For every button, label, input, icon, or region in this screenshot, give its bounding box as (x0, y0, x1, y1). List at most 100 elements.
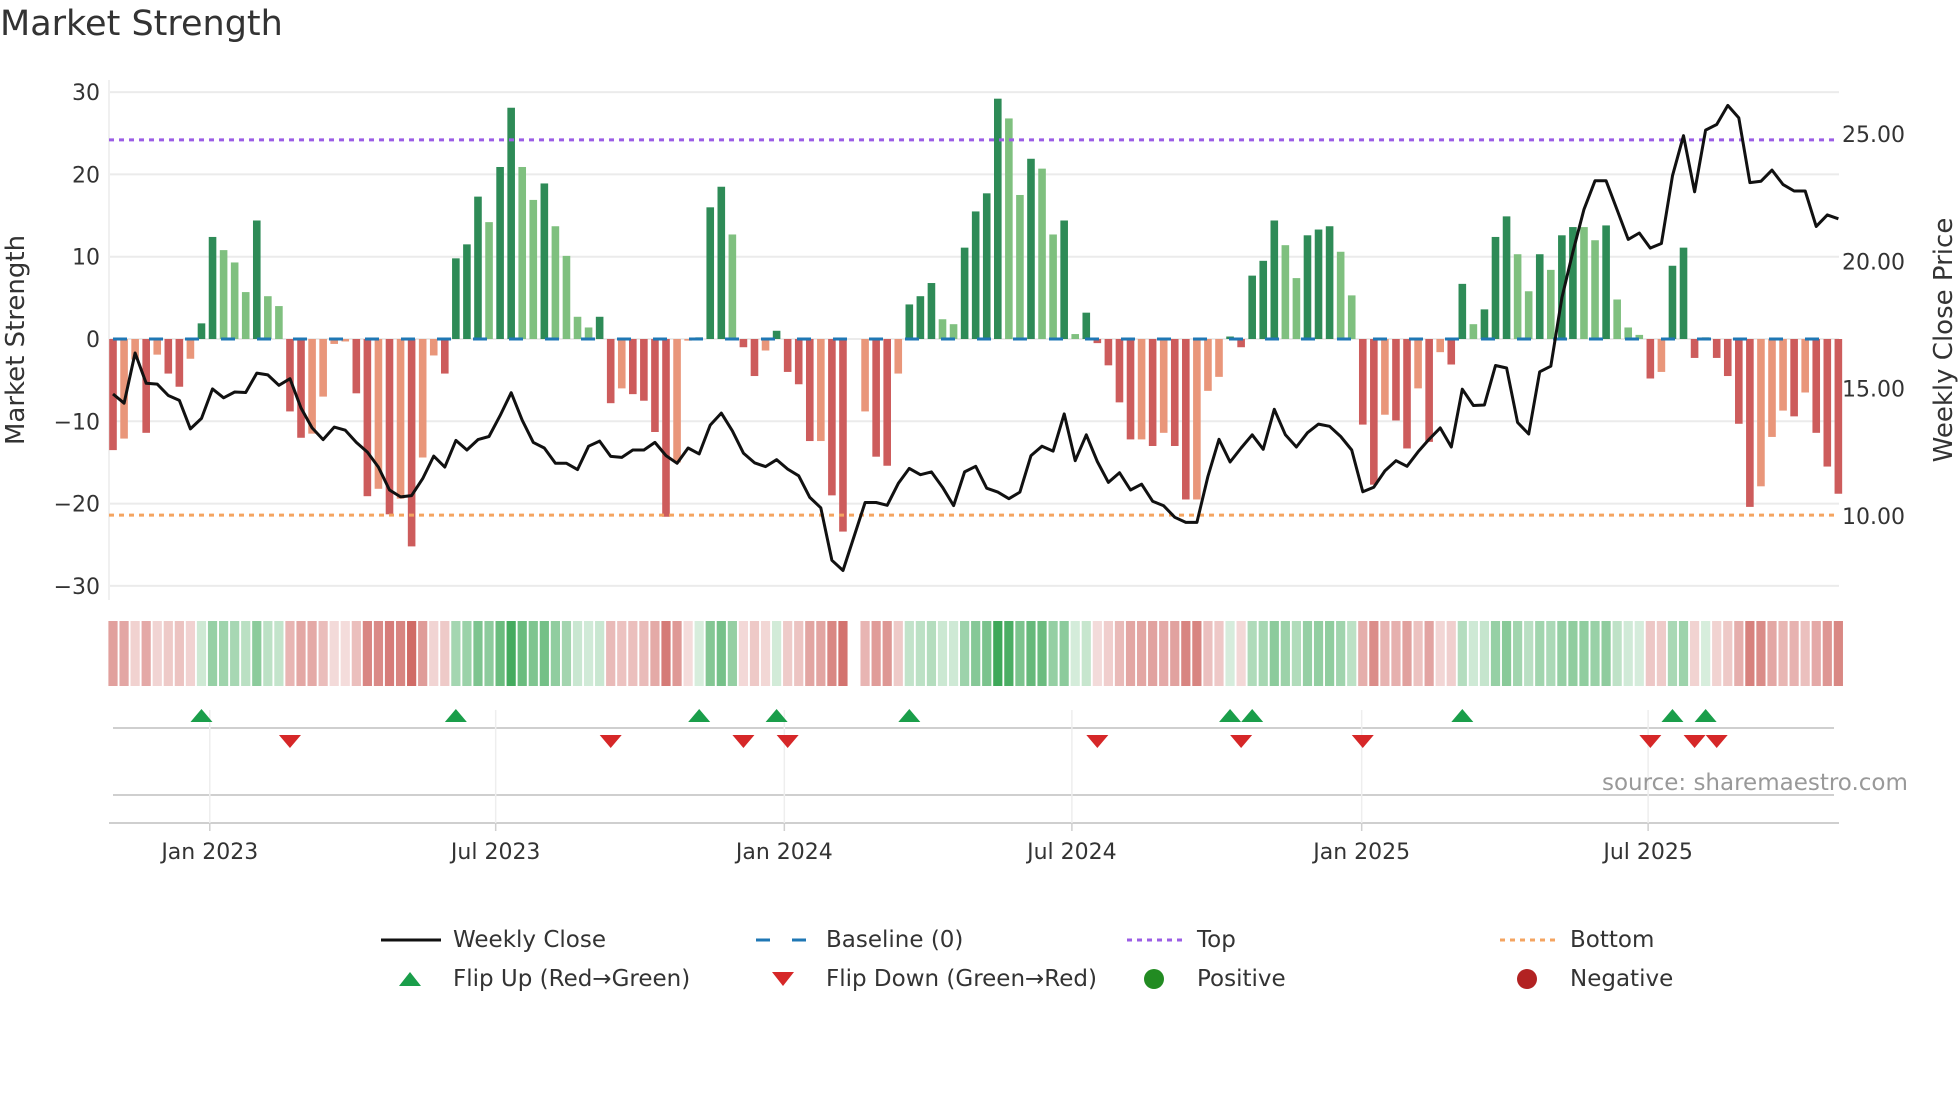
strength-heat-cell (926, 621, 937, 686)
chart-title: Market Strength (0, 4, 283, 44)
negative-bar (1370, 339, 1378, 485)
positive-bar (916, 296, 925, 339)
positive-bar (1038, 168, 1046, 339)
strength-heat-cell (1568, 621, 1578, 686)
strength-heat-cell (1756, 621, 1766, 686)
y-tick-label: 10 (72, 246, 100, 271)
positive-bar (584, 327, 593, 339)
negative-bar (1182, 339, 1190, 500)
y-tick-label: −20 (54, 493, 100, 518)
strength-heat-cell (174, 621, 184, 686)
positive-bar (1016, 194, 1024, 339)
strength-heat-cell (772, 621, 782, 686)
strength-heat-cell (1092, 621, 1102, 686)
y-tick-label: 30 (72, 81, 100, 106)
positive-bar (1624, 327, 1633, 339)
strength-heat-cell (1225, 621, 1235, 686)
strength-heat-cell (407, 621, 417, 686)
x-tick-label: Jan 2025 (1311, 840, 1410, 865)
positive-bar (518, 166, 527, 339)
legend-item-negative: Negative (1498, 964, 1673, 994)
positive-bar (1513, 254, 1522, 339)
negative-bar (783, 339, 792, 372)
strength-heat-cell (1170, 621, 1180, 686)
negative-bar (1834, 339, 1843, 494)
positive-bar (982, 193, 991, 339)
y2-tick-label: 15.00 (1842, 378, 1905, 403)
strength-heat-cell (329, 621, 339, 686)
strength-heat-cell (1833, 621, 1843, 686)
strength-heat-cell (683, 621, 693, 686)
strength-heat-cell (583, 621, 594, 686)
y-tick-label: −30 (54, 575, 100, 600)
positive-bar (1547, 269, 1555, 339)
positive-bar (208, 236, 217, 339)
x-tick-label: Jul 2023 (449, 840, 541, 865)
positive-bar (540, 183, 549, 339)
negative-bar (319, 339, 327, 397)
negative-bar (1735, 339, 1743, 424)
strength-heat-cell (1402, 621, 1412, 686)
negative-bar (153, 339, 162, 355)
positive-bar (1292, 278, 1301, 339)
strength-heat-cell (1678, 621, 1689, 686)
strength-heat-cell (1302, 621, 1313, 686)
strength-heat-cell (1479, 621, 1490, 686)
positive-bar (1524, 291, 1533, 339)
negative-bar (794, 339, 803, 385)
positive-bar (1248, 275, 1256, 339)
positive-bar (1049, 234, 1057, 339)
positive-bar (1535, 254, 1544, 339)
positive-bar (938, 319, 947, 339)
y2-tick-label: 25.00 (1842, 123, 1905, 148)
flip-up-marker (1219, 709, 1242, 722)
positive-bar (197, 323, 206, 339)
strength-heat-cell (1800, 621, 1810, 686)
bottom-legend-icon (1498, 925, 1560, 955)
positive-bar (241, 292, 250, 339)
positive-bar (728, 234, 737, 339)
negative-bar (1392, 339, 1400, 421)
negative-bar (418, 339, 427, 458)
strength-heat-cell (937, 621, 948, 686)
negative-bar (142, 339, 150, 433)
strength-heat-cell (230, 621, 240, 686)
y-axis-title: Market Strength (1, 235, 31, 445)
negative-bar (1148, 339, 1157, 446)
positive-bar (496, 166, 504, 339)
negative-bar (1414, 339, 1422, 389)
strength-heat-cell (1524, 621, 1534, 686)
strength-heat-cell (1822, 621, 1832, 686)
strength-heat-cell (971, 621, 981, 686)
legend-item-bottom: Bottom (1498, 925, 1654, 955)
strength-heat-cell (561, 621, 572, 686)
strength-heat-cell (738, 621, 749, 686)
positive-bar (529, 199, 538, 339)
positive-bar (1259, 260, 1268, 339)
strength-heat-cell (1723, 621, 1733, 686)
negative-bar (662, 339, 670, 517)
legend-label: Baseline (0) (826, 927, 964, 953)
negative-bar (1657, 339, 1666, 372)
strength-heat-cell (794, 621, 804, 686)
negative-bar (164, 339, 173, 374)
negative-bar (861, 339, 869, 412)
negative-bar (872, 339, 880, 457)
strength-heat-cell (451, 621, 461, 686)
strength-heat-cell (617, 621, 627, 686)
flip-up-marker (444, 709, 467, 722)
strength-heat-cell (727, 621, 737, 686)
strength-heat-cell (119, 621, 129, 686)
negative-bar (407, 339, 416, 547)
strength-heat-cell (462, 621, 472, 686)
flip-up-marker (1451, 709, 1474, 722)
negative-bar (429, 339, 438, 356)
negative-bar (120, 339, 128, 439)
legend-label: Flip Down (Green→Red) (826, 966, 1097, 992)
strength-heat-cell (152, 621, 162, 686)
negative-bar (828, 339, 836, 496)
strength-heat-cell (351, 621, 361, 686)
negative-bar (883, 339, 891, 466)
positive-bar (949, 324, 958, 339)
